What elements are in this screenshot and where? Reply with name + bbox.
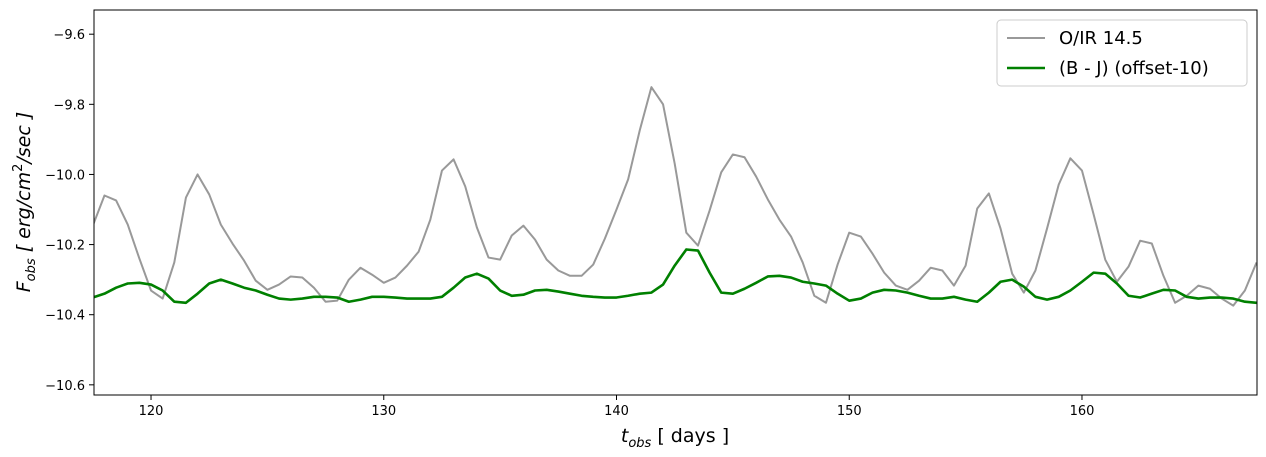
- y-label-rest: /sec ]: [13, 112, 35, 166]
- y-axis-label: Fobs [ erg/cm2/sec ]: [11, 112, 39, 293]
- legend-label: O/IR 14.5: [1059, 28, 1143, 49]
- y-tick-label: −10.2: [45, 239, 85, 254]
- plot-frame: [93, 9, 1258, 396]
- y-tick-label: −10.4: [45, 309, 85, 324]
- y-label-sup: 2: [11, 164, 26, 172]
- x-axis-label: tobs [ days ]: [621, 425, 729, 451]
- y-tick-label: −9.6: [53, 28, 85, 43]
- x-tick-label: 130: [371, 404, 396, 419]
- y-tick-label: −10.0: [45, 168, 85, 183]
- y-label-main: F: [13, 280, 35, 292]
- x-label-rest: [ days ]: [651, 425, 729, 447]
- x-label-main: t: [621, 425, 630, 447]
- data-line: [94, 86, 1257, 307]
- legend-label: (B - J) (offset-10): [1059, 58, 1209, 79]
- x-label-sub: obs: [628, 436, 651, 451]
- x-tick-label: 140: [604, 404, 629, 419]
- y-tick-label: −9.8: [53, 98, 85, 113]
- y-label-sub: obs: [24, 258, 39, 281]
- y-label-mid: [ erg/cm: [13, 172, 35, 258]
- x-tick-label: 160: [1070, 404, 1095, 419]
- x-tick-label: 150: [837, 404, 862, 419]
- legend-box: [996, 19, 1248, 87]
- data-line: [94, 248, 1257, 305]
- y-tick-label: −10.6: [45, 379, 85, 394]
- x-tick-label: 120: [139, 404, 164, 419]
